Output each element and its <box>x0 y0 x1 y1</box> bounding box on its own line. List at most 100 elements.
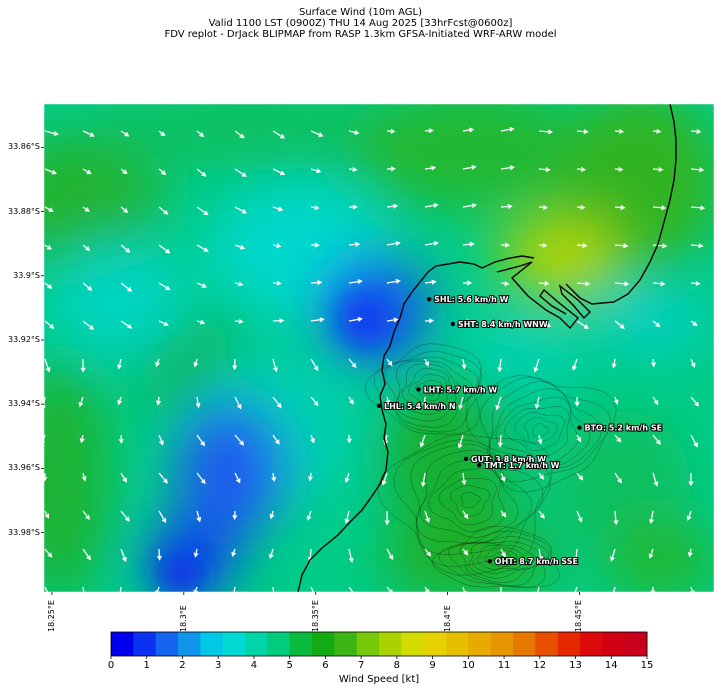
wind-arrow <box>234 130 245 139</box>
wind-arrow <box>348 316 363 322</box>
wind-arrow <box>117 358 122 370</box>
colorbar-tick-label: 3 <box>215 660 222 671</box>
station-label: LHT: 5.7 km/h W <box>424 385 498 394</box>
contour-line <box>419 458 519 538</box>
wind-arrow <box>533 358 540 373</box>
wind-arrow <box>652 205 667 211</box>
station-label: SHT: 8.4 km/h WNW <box>458 320 548 329</box>
title-line-2: Valid 1100 LST (0900Z) THU 14 Aug 2025 [… <box>208 18 513 29</box>
wind-arrow <box>687 548 693 558</box>
wind-arrow <box>196 206 209 216</box>
contour-line <box>373 350 482 433</box>
wind-arrow <box>538 320 552 327</box>
wind-arrow <box>78 396 84 408</box>
colorbar-swatch <box>133 632 157 656</box>
colorbar-swatch <box>490 632 514 656</box>
colorbar-swatch <box>200 632 224 656</box>
wind-arrow <box>500 472 506 482</box>
station-marker[interactable] <box>577 425 582 430</box>
wind-arrow <box>652 243 668 249</box>
wind-speed-field <box>44 104 714 592</box>
wind-arrow <box>82 320 95 330</box>
colorbar-swatch <box>468 632 492 656</box>
wind-arrow <box>44 434 46 443</box>
wind-arrow <box>613 510 619 526</box>
wind-arrow <box>461 472 467 486</box>
station-marker[interactable] <box>477 462 482 468</box>
wind-arrow <box>234 472 241 484</box>
wind-arrow <box>310 317 325 323</box>
contour-line <box>396 360 474 422</box>
wind-arrow <box>648 510 654 525</box>
wind-arrow <box>158 130 166 137</box>
station-marker[interactable] <box>450 321 456 327</box>
colorbar-tick-label: 1 <box>143 660 150 671</box>
wind-arrow <box>576 434 582 443</box>
station-marker[interactable] <box>416 387 421 392</box>
contour-line <box>448 536 549 587</box>
wind-arrow <box>196 130 205 138</box>
contour-line <box>438 530 551 588</box>
colorbar-swatch <box>222 632 246 656</box>
colorbar-swatch <box>155 632 179 656</box>
wind-arrow <box>44 358 51 373</box>
wind-arrow <box>573 548 579 564</box>
wind-arrow <box>82 548 91 561</box>
wind-arrow <box>537 586 540 592</box>
contour-line <box>432 525 560 588</box>
wind-arrow <box>688 472 694 487</box>
station-marker[interactable] <box>463 456 469 461</box>
wind-arrow <box>424 165 437 171</box>
wind-arrow <box>233 586 236 592</box>
contour-line <box>377 434 553 576</box>
wind-arrow <box>384 510 390 526</box>
wind-arrow <box>234 434 245 446</box>
wind-arrow <box>538 242 548 248</box>
station-marker[interactable] <box>426 297 432 302</box>
wind-arrow <box>348 130 360 135</box>
wind-arrow <box>652 434 661 445</box>
longitude-tick-label: 18.45°E <box>574 600 584 632</box>
wind-arrow <box>193 548 199 558</box>
wind-arrow <box>82 510 90 520</box>
wind-arrow <box>462 280 473 286</box>
wind-arrow <box>348 166 358 172</box>
contour-line <box>479 376 612 483</box>
wind-arrow <box>538 204 549 210</box>
contour-line <box>487 381 602 471</box>
wind-arrow <box>349 204 358 210</box>
colorbar-swatch <box>401 632 425 656</box>
station-marker[interactable] <box>376 403 382 408</box>
wind-arrow <box>196 472 206 485</box>
wind-arrow <box>118 434 124 444</box>
wind-arrow <box>386 128 396 134</box>
wind-arrow <box>232 510 238 521</box>
wind-arrow <box>156 548 162 561</box>
latitude-tick-label: 33.86°S <box>8 142 40 152</box>
station-label: BTO: 5.2 km/h SE <box>584 424 662 433</box>
wind-arrow <box>120 472 127 483</box>
contour-line <box>524 416 558 444</box>
wind-arrow <box>386 166 396 172</box>
contour-line <box>408 374 448 405</box>
wind-arrow <box>310 168 322 174</box>
wind-arrow <box>306 510 312 521</box>
wind-arrow <box>461 358 467 370</box>
colorbar-tick-label: 8 <box>393 660 401 671</box>
colorbar-tick-label: 13 <box>569 660 582 671</box>
colorbar <box>110 631 648 659</box>
wind-arrow <box>348 396 354 405</box>
contour-line <box>401 368 457 410</box>
wind-arrow <box>272 280 282 286</box>
wind-arrow <box>614 243 629 249</box>
wind-arrow <box>310 586 314 592</box>
wind-arrow <box>462 164 477 170</box>
contour-line <box>495 396 579 463</box>
colorbar-swatch <box>379 632 402 656</box>
colorbar-tick-label: 5 <box>286 660 293 671</box>
station-marker[interactable] <box>487 558 492 564</box>
wind-arrow <box>613 396 619 405</box>
wind-arrow <box>44 396 46 409</box>
wind-arrow <box>462 241 475 247</box>
contour-line <box>472 545 530 574</box>
